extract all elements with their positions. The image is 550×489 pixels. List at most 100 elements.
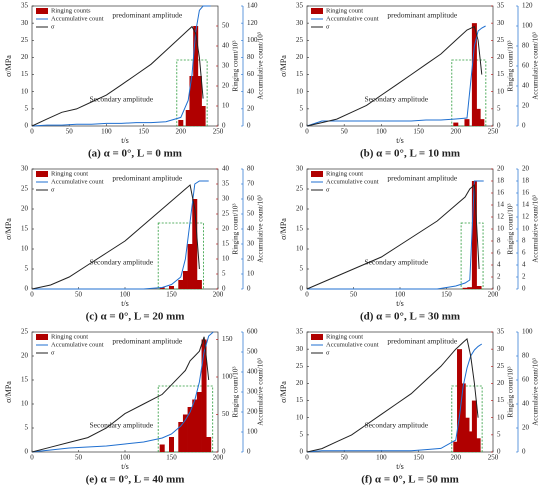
y2-axis-label: Ringing count/10³ — [507, 367, 515, 418]
caption: (f) α = 0°, L = 50 mm — [361, 474, 459, 486]
legend-label: Ringing count — [326, 7, 363, 14]
accumulative-line — [306, 343, 483, 453]
bar — [192, 199, 198, 289]
bar — [196, 280, 202, 289]
y2-tick-label: 20 — [497, 379, 505, 387]
x-axis-label: t/s — [121, 136, 129, 145]
secondary-box — [451, 59, 487, 127]
y2-tick-label: 5 — [497, 104, 501, 112]
caption: (e) α = 0°, L = 40 mm — [86, 474, 185, 486]
y3-tick-label: 10 — [247, 270, 255, 278]
y-tick-label: 5 — [25, 265, 29, 273]
y-tick-label: 0 — [300, 448, 304, 456]
y2-tick-label: 0 — [497, 448, 501, 456]
y2-tick-label: 0 — [222, 122, 226, 130]
y2-tick-label: 15 — [497, 396, 505, 404]
bar — [471, 400, 477, 452]
y-tick-label: 5 — [300, 430, 304, 438]
y2-tick-label: 0 — [222, 448, 226, 456]
y3-tick-label: 18 — [522, 177, 530, 185]
y-tick-label: 10 — [296, 87, 304, 95]
legend-swatch — [311, 8, 323, 14]
x-tick-label: 100 — [120, 291, 131, 299]
accumulative-line — [31, 331, 214, 453]
bar — [460, 383, 466, 452]
caption: (b) α = 0°, L = 10 mm — [360, 148, 460, 160]
annotation: predominant amplitude — [387, 11, 457, 20]
bar — [462, 287, 468, 289]
accumulative-line — [32, 180, 209, 290]
y3-tick-label: 20 — [522, 424, 530, 432]
y-tick-label: 10 — [296, 245, 304, 253]
y-tick-label: 20 — [21, 205, 29, 213]
legend-label: σ — [326, 349, 330, 356]
y2-tick-label: 10 — [222, 102, 230, 110]
y-axis-label: σ/MPa — [4, 55, 13, 77]
y3-tick-label: 14 — [522, 201, 530, 209]
y2-tick-label: 12 — [497, 213, 505, 221]
bar — [468, 431, 474, 452]
legend-label: Accumulative count — [51, 178, 104, 185]
bar — [182, 271, 188, 289]
y3-tick-label: 50 — [247, 210, 255, 218]
y2-tick-label: 0 — [497, 285, 501, 293]
y2-tick-label: 40 — [222, 42, 230, 50]
annotation: predominant amplitude — [112, 11, 182, 20]
y-tick-label: 5 — [25, 104, 29, 112]
y3-tick-label: 80 — [522, 352, 530, 360]
y2-axis-label: Ringing count/10³ — [507, 204, 515, 255]
x-tick-label: 200 — [488, 291, 499, 299]
x-tick-label: 50 — [341, 454, 349, 462]
bar — [476, 286, 482, 289]
bar — [196, 76, 202, 126]
y2-tick-label: 35 — [222, 180, 230, 188]
annotation: predominant amplitude — [387, 174, 457, 183]
y2-tick-label: 20 — [222, 82, 230, 90]
x-tick-label: 0 — [305, 128, 309, 136]
y3-axis-label: Accumulative count/10³ — [257, 195, 265, 263]
bar — [189, 76, 195, 126]
y3-tick-label: 20 — [522, 165, 530, 173]
accumulative-line — [307, 180, 484, 290]
x-axis-label: t/s — [396, 299, 404, 308]
bar — [187, 244, 193, 289]
annotation: Secondary amplitude — [90, 420, 154, 429]
y3-tick-label: 80 — [247, 165, 255, 173]
bar — [475, 438, 481, 452]
y2-tick-label: 40 — [222, 165, 230, 173]
x-tick-label: 150 — [166, 291, 177, 299]
bar — [479, 119, 485, 126]
y-tick-label: 20 — [296, 379, 304, 387]
plot-frame — [306, 5, 494, 127]
y2-axis-label: Ringing count/10³ — [232, 204, 240, 255]
y2-tick-label: 0 — [497, 122, 501, 130]
bar — [159, 444, 165, 452]
y3-tick-label: 80 — [522, 42, 530, 50]
y-tick-label: 10 — [21, 87, 29, 95]
y2-tick-label: 30 — [222, 195, 230, 203]
bar — [187, 407, 193, 452]
y3-axis-label: Accumulative count/10³ — [257, 358, 265, 426]
y3-tick-label: 40 — [522, 82, 530, 90]
y2-tick-label: 5 — [497, 430, 501, 438]
y2-axis-label: Ringing count/10³ — [507, 41, 515, 92]
y2-tick-label: 0 — [222, 285, 226, 293]
x-tick-label: 200 — [451, 454, 462, 462]
y-tick-label: 35 — [296, 2, 304, 10]
y3-tick-label: 10 — [522, 225, 530, 233]
y2-tick-label: 8 — [497, 237, 501, 245]
y-tick-label: 15 — [296, 396, 304, 404]
x-tick-label: 200 — [213, 291, 224, 299]
legend-label: σ — [326, 23, 330, 30]
y3-tick-label: 6 — [522, 249, 526, 257]
x-tick-label: 0 — [305, 291, 309, 299]
y3-tick-label: 400 — [247, 368, 258, 376]
y-tick-label: 10 — [21, 400, 29, 408]
legend-label: Accumulative count — [326, 341, 379, 348]
y-tick-label: 0 — [25, 122, 29, 130]
legend-label: σ — [51, 349, 55, 356]
legend-label: Ringing count — [326, 170, 363, 177]
legend-swatch — [36, 334, 48, 340]
x-tick-label: 50 — [75, 454, 83, 462]
